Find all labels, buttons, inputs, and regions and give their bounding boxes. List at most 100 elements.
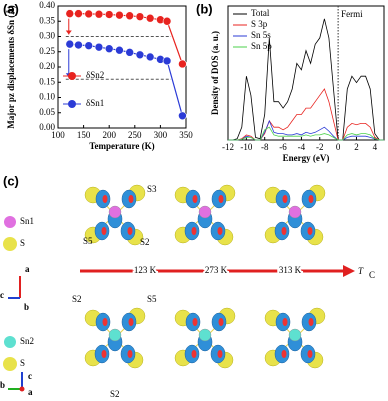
- orbital-core: [307, 350, 313, 358]
- y-tick-label: 0.05: [39, 107, 55, 117]
- point: [94, 42, 104, 52]
- point: [84, 41, 94, 50]
- arrow-head: [65, 30, 72, 35]
- x-tick-label: -6: [279, 142, 287, 152]
- point: [162, 56, 172, 66]
- x-tick-label: 2: [354, 142, 359, 152]
- orbital-core: [191, 227, 197, 235]
- orbital-core: [102, 318, 108, 326]
- x-tick-label: 200: [102, 130, 116, 140]
- orbital-core: [192, 195, 198, 203]
- x-tick-label: 250: [128, 130, 142, 140]
- structure-label: S5: [83, 236, 93, 246]
- structure-label: S3: [147, 184, 157, 194]
- orbital-core: [218, 195, 224, 203]
- orbital-core: [128, 318, 134, 326]
- y-tick-label: 0.20: [39, 61, 55, 71]
- legend-label: Total: [251, 8, 270, 18]
- y-axis-label: Major pz displacements δSn (Å): [6, 5, 16, 129]
- x-tick-label: 100: [51, 130, 65, 140]
- point: [162, 16, 172, 26]
- orbital-core: [282, 195, 288, 203]
- axis-label: b: [24, 302, 29, 312]
- point: [74, 9, 83, 18]
- orbital-core: [191, 350, 197, 358]
- orbital-core: [192, 318, 198, 326]
- x-tick-label: -10: [240, 142, 252, 152]
- point: [125, 11, 134, 21]
- y-tick-label: 0.00: [39, 122, 55, 132]
- legend-label: Sn2: [20, 336, 34, 346]
- panel-label: (b): [196, 1, 213, 16]
- structure-label: S2: [72, 294, 82, 304]
- legend-label: S: [20, 238, 25, 248]
- tin-atom: [288, 328, 302, 342]
- series-line: [228, 126, 384, 141]
- axis-label: a: [28, 387, 33, 397]
- point: [65, 39, 75, 49]
- tc-subscript: C: [369, 270, 375, 280]
- orbital-core: [102, 195, 108, 203]
- annotation: Fermi: [341, 9, 363, 19]
- legend-atom: [3, 237, 17, 251]
- y-tick-label: 0.15: [39, 76, 55, 86]
- orbital-core: [101, 350, 107, 358]
- x-tick-label: 300: [154, 130, 168, 140]
- point: [84, 9, 94, 19]
- orbital-core: [308, 195, 314, 203]
- legend-label: S 3p: [251, 19, 268, 29]
- plot-frame: [227, 5, 385, 141]
- tin-atom: [108, 328, 122, 342]
- point: [145, 52, 155, 62]
- legend-label: δSn1: [86, 98, 104, 108]
- y-tick-label: 0.35: [39, 15, 55, 25]
- orbital-core: [308, 318, 314, 326]
- x-tick-label: 4: [373, 142, 378, 152]
- axis-label: c: [28, 371, 32, 381]
- point: [94, 9, 104, 19]
- y-tick-label: 0.30: [39, 31, 55, 41]
- point: [74, 40, 83, 50]
- panel-label: (a): [3, 1, 19, 16]
- x-tick-label: 0: [336, 142, 341, 152]
- axis-dot: [19, 386, 25, 392]
- orbital-core: [282, 318, 288, 326]
- legend-label: Sn1: [20, 216, 34, 226]
- point: [115, 10, 124, 20]
- y-tick-label: 0.10: [39, 92, 55, 102]
- temperature-label: 273 K: [205, 265, 228, 275]
- x-tick-label: 350: [179, 130, 193, 140]
- temperature-label: 313 K: [279, 265, 302, 275]
- x-tick-label: -8: [261, 142, 269, 152]
- point: [125, 48, 134, 57]
- legend-atom: [4, 336, 16, 348]
- point: [135, 12, 145, 21]
- tin-atom: [288, 205, 302, 219]
- tin-atom: [108, 205, 122, 219]
- axis-label: c: [0, 290, 4, 300]
- legend-label: δSn2: [86, 70, 104, 80]
- orbital-core: [218, 318, 224, 326]
- y-tick-label: 0.25: [39, 46, 55, 56]
- temperature-label: 123 K: [134, 265, 157, 275]
- orbital-core: [307, 227, 313, 235]
- legend-atom: [3, 357, 17, 371]
- axis-label: b: [0, 380, 5, 390]
- tin-atom: [198, 328, 212, 342]
- point: [104, 10, 114, 19]
- tc-symbol: T: [358, 266, 364, 276]
- legend-atom: [4, 216, 16, 228]
- tin-atom: [198, 205, 212, 219]
- structure-label: S2: [110, 389, 120, 399]
- legend-label: Sn 5s: [251, 30, 271, 40]
- legend-label: Sn 5p: [251, 41, 272, 51]
- series-line: [228, 18, 384, 141]
- x-tick-label: -12: [222, 142, 234, 152]
- structure-label: S2: [140, 237, 150, 247]
- panel-label: (c): [3, 173, 19, 188]
- x-axis-label: Temperature (K): [89, 141, 154, 151]
- point: [178, 59, 187, 69]
- arrow-head: [343, 265, 355, 277]
- structure-label: S5: [147, 294, 157, 304]
